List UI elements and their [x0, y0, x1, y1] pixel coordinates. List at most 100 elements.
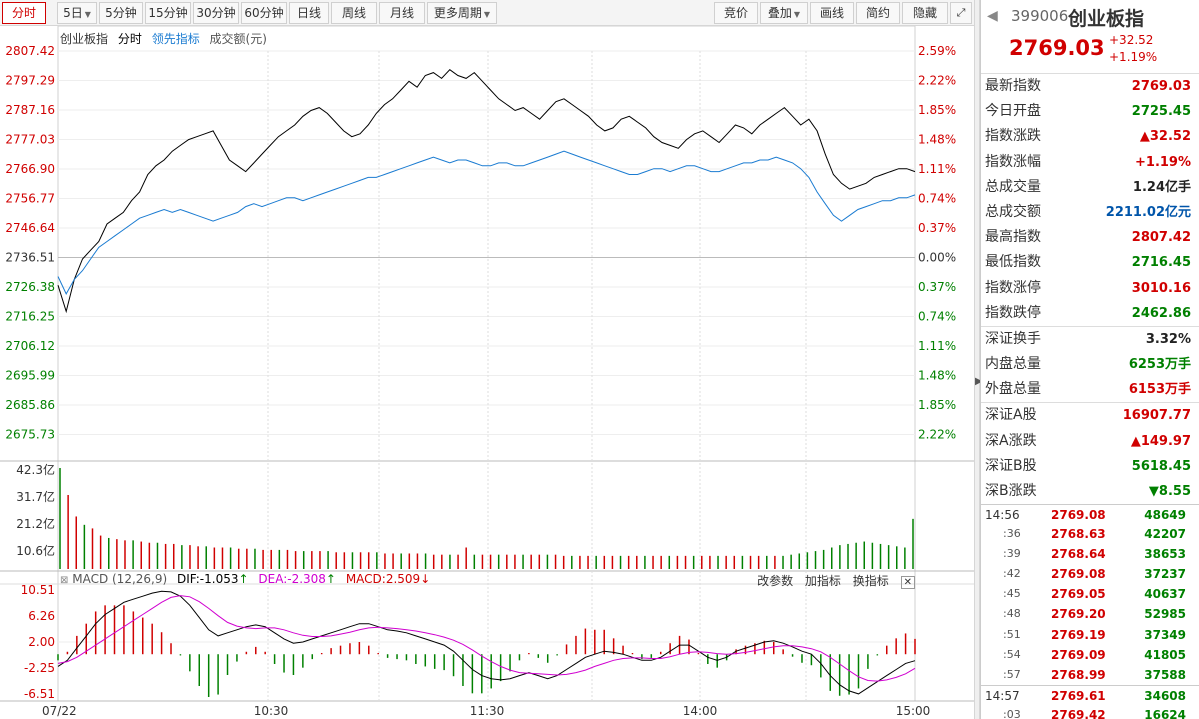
- stat-row: 总成交额 2211.02亿元: [981, 200, 1199, 225]
- tab-weekly[interactable]: 周线: [331, 2, 377, 24]
- tick-time: 14:56: [985, 508, 1020, 522]
- time-tick-label: 10:30: [254, 704, 289, 718]
- edit-params-button[interactable]: 改参数: [757, 574, 794, 588]
- stat-label: 指数涨幅: [985, 153, 1041, 170]
- tick-price: 2769.61: [1051, 688, 1106, 703]
- stat-value: 2211.02亿元: [1105, 204, 1191, 220]
- macd-tick-label: 2.00: [28, 635, 55, 649]
- overlay-button[interactable]: 叠加 ▼: [760, 2, 808, 24]
- tick-price: 2769.20: [1051, 607, 1106, 622]
- index-name: 创业板指: [1068, 8, 1145, 30]
- switch-indicator-button[interactable]: 换指标: [852, 574, 889, 588]
- pct-tick-label: 0.74%: [918, 192, 956, 206]
- tick-volume: 48649: [1144, 508, 1186, 522]
- stat-label: 指数涨停: [985, 279, 1041, 296]
- dif-up-arrow-icon: ↑: [238, 572, 249, 586]
- tick-volume: 38653: [1144, 547, 1186, 562]
- tick-volume: 37588: [1144, 667, 1186, 682]
- chevron-down-icon: ▼: [793, 10, 801, 19]
- tick-time: :39: [1003, 547, 1021, 561]
- tab-intraday[interactable]: 分时: [2, 2, 46, 24]
- tab-daily[interactable]: 日线: [289, 2, 329, 24]
- stat-value: 2716.45: [1131, 255, 1191, 271]
- stat-label: 内盘总量: [985, 356, 1041, 373]
- macd-tick-label: 10.51: [21, 583, 55, 597]
- simple-mode-button[interactable]: 简约: [856, 2, 900, 24]
- macd-tick-label: -6.51: [24, 687, 55, 701]
- macd-dif: DIF:-1.053: [177, 572, 239, 586]
- pct-tick-label: 1.85%: [918, 398, 956, 412]
- tick-time: :45: [1003, 587, 1021, 601]
- volume-tick-label: 10.6亿: [16, 543, 55, 558]
- stat-value: 2725.45: [1131, 104, 1191, 120]
- macd-value: MACD:2.509: [345, 572, 421, 586]
- auction-button[interactable]: 竞价: [714, 2, 758, 24]
- stat-value: 6253万手: [1128, 357, 1191, 373]
- legend-index-name: 创业板指: [60, 32, 109, 46]
- price-tick-label: 2675.73: [5, 428, 55, 442]
- tick-time: :03: [1003, 707, 1021, 719]
- close-icon[interactable]: ✕: [900, 576, 915, 589]
- stat-row: 最高指数 2807.42: [981, 225, 1199, 250]
- chevron-down-icon: ▼: [483, 10, 491, 19]
- price-tick-label: 2766.90: [5, 162, 55, 176]
- macd-title[interactable]: MACD (12,26,9): [72, 572, 168, 586]
- fullscreen-icon[interactable]: ⤢: [950, 2, 972, 24]
- chart-legend: 创业板指 分时 领先指标 成交额(元): [60, 30, 273, 47]
- tab-30min[interactable]: 30分钟: [193, 2, 239, 24]
- tab-monthly[interactable]: 月线: [379, 2, 425, 24]
- time-tick-label: 11:30: [470, 704, 505, 718]
- market-stats: 深证A股 16907.77 深A涨跌 ▲149.97 深证B股 5618.45 深B涨跌 ▼8…: [981, 402, 1199, 504]
- price-tick-label: 2756.77: [5, 192, 55, 206]
- price-tick-label: 2797.29: [5, 74, 55, 88]
- chart-canvas[interactable]: 2807.42 2.59% 2797.29 2.22% 2787.16 1.85% 2777…: [0, 26, 974, 719]
- stat-label: 深证换手: [985, 330, 1041, 347]
- hide-button[interactable]: 隐藏: [902, 2, 948, 24]
- tick-row: :54 2769.09 41805: [981, 645, 1199, 665]
- prev-arrow-icon[interactable]: ◀: [987, 8, 998, 24]
- draw-line-button[interactable]: 画线: [810, 2, 854, 24]
- pct-tick-label: 1.85%: [918, 103, 956, 117]
- stat-row: 指数涨幅 +1.19%: [981, 150, 1199, 175]
- tab-more-periods[interactable]: 更多周期 ▼: [427, 2, 497, 24]
- stat-label: 最低指数: [985, 254, 1041, 271]
- latest-price: 2769.03: [1009, 36, 1105, 60]
- stat-value: ▲149.97: [1130, 433, 1191, 449]
- tick-price: 2769.42: [1051, 707, 1106, 719]
- price-change-pct: +1.19%: [1109, 50, 1158, 64]
- tab-5day[interactable]: 5日 ▼: [57, 2, 97, 24]
- panel-splitter[interactable]: ▶: [974, 0, 983, 719]
- tick-time: 14:57: [985, 688, 1020, 703]
- stat-row: 深证A股 16907.77: [981, 403, 1199, 428]
- tab-60min[interactable]: 60分钟: [241, 2, 287, 24]
- macd-header: ⊠ MACD (12,26,9) DIF:-1.053↑ DEA:-2.308↑…: [60, 572, 915, 590]
- macd-dea: DEA:-2.308: [258, 572, 326, 586]
- macd-dea-line: [57, 595, 916, 682]
- stat-row: 深证B股 5618.45: [981, 454, 1199, 479]
- stat-row: 最低指数 2716.45: [981, 250, 1199, 275]
- price-tick-label: 2695.99: [5, 369, 55, 383]
- tick-volume: 37237: [1144, 567, 1186, 582]
- collapse-arrow-icon[interactable]: ▶: [975, 376, 983, 387]
- stat-value: 6153万手: [1128, 382, 1191, 398]
- tick-row: 14:57 2769.61 34608: [981, 684, 1199, 705]
- volume-tick-label: 42.3亿: [16, 462, 55, 477]
- tick-volume: 16624: [1144, 707, 1186, 719]
- dea-up-arrow-icon: ↑: [325, 572, 336, 586]
- tick-price: 2769.08: [1051, 567, 1106, 582]
- tick-row: :45 2769.05 40637: [981, 584, 1199, 604]
- tick-list[interactable]: 14:56 2769.08 48649:36 2768.63 42207:39 2768.…: [981, 504, 1199, 719]
- stat-value: 5618.45: [1131, 458, 1191, 474]
- tick-row: :48 2769.20 52985: [981, 604, 1199, 624]
- tab-15min[interactable]: 15分钟: [145, 2, 191, 24]
- stat-value: 3.32%: [1145, 331, 1191, 347]
- tab-5min[interactable]: 5分钟: [99, 2, 143, 24]
- tick-row: :36 2768.63 42207: [981, 524, 1199, 544]
- stat-value: 3010.16: [1131, 280, 1191, 296]
- stat-label: 总成交量: [985, 178, 1041, 195]
- tick-price: 2769.09: [1051, 647, 1106, 662]
- stat-row: 内盘总量 6253万手: [981, 352, 1199, 377]
- turnover-stats: 深证换手 3.32% 内盘总量 6253万手 外盘总量 6153万手: [981, 325, 1199, 403]
- add-indicator-button[interactable]: 加指标: [804, 574, 841, 588]
- pct-tick-label: 0.00%: [918, 251, 956, 265]
